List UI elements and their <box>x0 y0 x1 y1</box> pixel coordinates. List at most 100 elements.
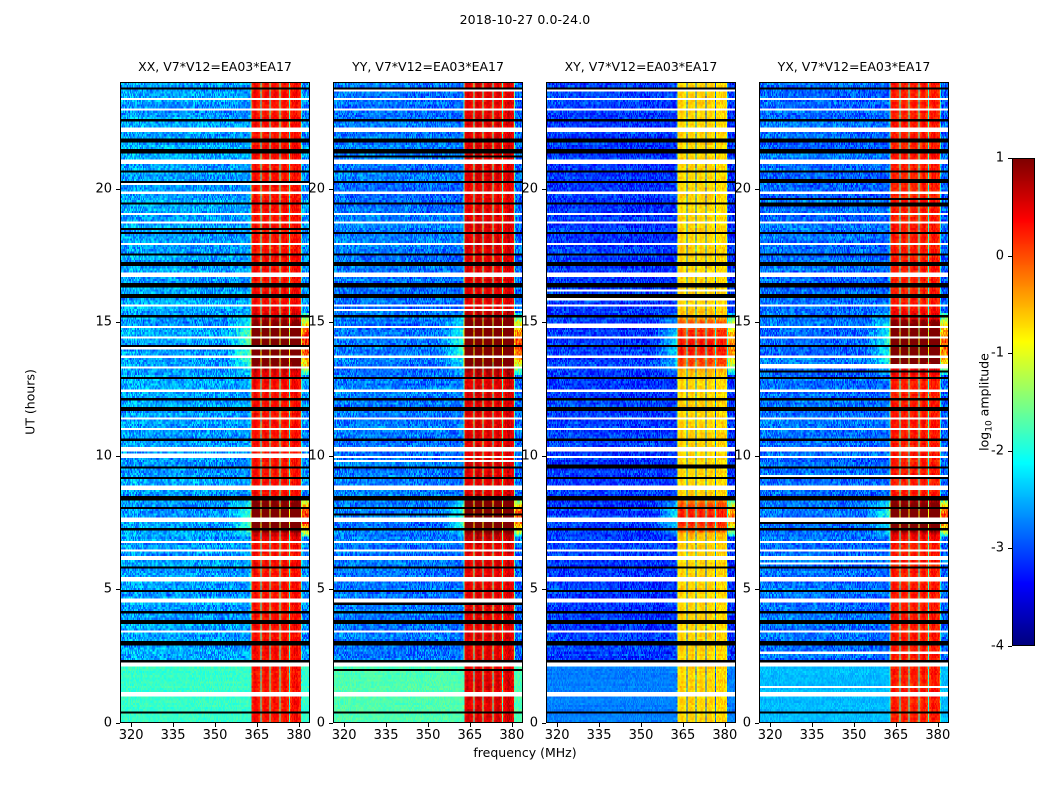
panel-xx-ytick <box>116 455 120 457</box>
panel-xy[interactable] <box>546 82 736 723</box>
panel-yx-yticklabel: 15 <box>734 314 751 330</box>
panel-yx-ytick <box>755 322 759 324</box>
panel-xx-title: XX, V7*V12=EA03*EA17 <box>138 59 292 74</box>
panel-xx-xtick <box>298 723 300 727</box>
panel-xy-ytick <box>542 455 546 457</box>
colorbar-tick <box>1008 646 1012 647</box>
panel-xy-ytick <box>542 723 546 724</box>
panel-yx-xticklabel: 365 <box>883 728 909 743</box>
panel-xx[interactable] <box>120 82 310 723</box>
colorbar-ticklabel: 0 <box>995 248 1004 264</box>
panel-yy-ytick <box>329 723 333 724</box>
panel-xx-yticklabel: 0 <box>103 715 112 731</box>
panel-xy-xticklabel: 320 <box>544 728 570 743</box>
panel-yy-yticklabel: 5 <box>316 581 325 597</box>
panel-xy-title: XY, V7*V12=EA03*EA17 <box>564 59 718 74</box>
panel-xy-yticklabel: 0 <box>529 715 538 731</box>
panel-yx-xtick <box>937 723 939 727</box>
colorbar-tick <box>1008 548 1012 550</box>
colorbar-ticklabel: 1 <box>995 150 1004 166</box>
colorbar-ticklabel: -3 <box>991 540 1004 556</box>
panel-xy-xtick <box>641 723 642 727</box>
panel-yy-xtick <box>386 723 388 727</box>
panel-yy-yticklabel: 20 <box>308 181 325 197</box>
panel-xx-ytick <box>116 589 120 591</box>
panel-yx-image <box>760 83 948 722</box>
colorbar[interactable] <box>1012 158 1035 646</box>
panel-xy-xticklabel: 335 <box>586 728 612 743</box>
panel-yx-xticklabel: 320 <box>757 728 783 743</box>
panel-xx-xtick <box>131 723 133 727</box>
panel-yy[interactable] <box>333 82 523 723</box>
panel-yy-yticklabel: 15 <box>308 314 325 330</box>
panel-yy-xtick <box>428 723 429 727</box>
panel-yx-title: YX, V7*V12=EA03*EA17 <box>777 59 931 74</box>
panel-yx-yticklabel: 10 <box>734 448 751 464</box>
panel-xy-yticklabel: 10 <box>521 448 538 464</box>
panel-yy-yticklabel: 10 <box>308 448 325 464</box>
panel-xy-xticklabel: 365 <box>670 728 696 743</box>
panel-xy-xticklabel: 380 <box>712 728 738 743</box>
panel-yy-image <box>334 83 522 722</box>
colorbar-tick <box>1008 158 1012 159</box>
panel-xx-xtick <box>256 723 258 727</box>
panel-yx-xtick <box>770 723 772 727</box>
panel-yy-ytick <box>329 188 333 190</box>
panel-xx-ytick <box>116 188 120 190</box>
panel-yx-xtick <box>812 723 814 727</box>
panel-xx-xticklabel: 380 <box>286 728 312 743</box>
panel-yy-xticklabel: 335 <box>373 728 399 743</box>
colorbar-gradient <box>1013 159 1034 645</box>
panel-xx-yticklabel: 5 <box>103 581 112 597</box>
x-axis-label: frequency (MHz) <box>473 745 577 760</box>
panel-yx[interactable] <box>759 82 949 723</box>
panel-xy-yticklabel: 20 <box>521 181 538 197</box>
panel-xx-xticklabel: 365 <box>244 728 270 743</box>
colorbar-label: log10 amplitude <box>976 353 995 451</box>
colorbar-ticklabel: -2 <box>991 443 1004 459</box>
panel-yx-xticklabel: 335 <box>799 728 825 743</box>
panel-yy-xticklabel: 365 <box>457 728 483 743</box>
panel-yx-xtick <box>895 723 897 727</box>
panel-yx-yticklabel: 5 <box>742 581 751 597</box>
panel-yy-xticklabel: 320 <box>331 728 357 743</box>
panel-yx-ytick <box>755 188 759 190</box>
panel-yx-xticklabel: 350 <box>841 728 867 743</box>
panel-yy-xticklabel: 380 <box>499 728 525 743</box>
y-axis-label: UT (hours) <box>22 369 38 435</box>
colorbar-ticklabel: -4 <box>991 638 1004 654</box>
panel-xx-xtick <box>215 723 216 727</box>
panel-yy-ytick <box>329 322 333 324</box>
panel-yy-ytick <box>329 455 333 457</box>
panel-xy-image <box>547 83 735 722</box>
panel-xy-yticklabel: 15 <box>521 314 538 330</box>
panel-xy-xtick <box>599 723 601 727</box>
panel-yx-ytick <box>755 589 759 591</box>
panel-yy-xticklabel: 350 <box>415 728 441 743</box>
colorbar-ticklabel: -1 <box>991 345 1004 361</box>
panel-xx-image <box>121 83 309 722</box>
panel-xy-xtick <box>724 723 726 727</box>
panel-yy-xtick <box>511 723 513 727</box>
panel-yy-ytick <box>329 589 333 591</box>
panel-yy-xtick <box>344 723 346 727</box>
panel-xx-xticklabel: 350 <box>202 728 228 743</box>
panel-xy-xtick <box>557 723 559 727</box>
panel-xx-yticklabel: 10 <box>95 448 112 464</box>
panel-xx-xticklabel: 335 <box>160 728 186 743</box>
panel-yx-xticklabel: 380 <box>925 728 951 743</box>
panel-yx-ytick <box>755 723 759 724</box>
panel-xy-ytick <box>542 589 546 591</box>
panel-xx-ytick <box>116 723 120 724</box>
colorbar-tick <box>1008 255 1012 257</box>
panel-xx-ytick <box>116 322 120 324</box>
panel-xy-xticklabel: 350 <box>628 728 654 743</box>
panel-xy-xtick <box>682 723 684 727</box>
panel-yy-title: YY, V7*V12=EA03*EA17 <box>352 59 504 74</box>
panel-xx-xtick <box>173 723 175 727</box>
panel-yx-yticklabel: 20 <box>734 181 751 197</box>
colorbar-tick <box>1008 450 1012 452</box>
panel-xx-yticklabel: 20 <box>95 181 112 197</box>
panel-xx-xticklabel: 320 <box>118 728 144 743</box>
